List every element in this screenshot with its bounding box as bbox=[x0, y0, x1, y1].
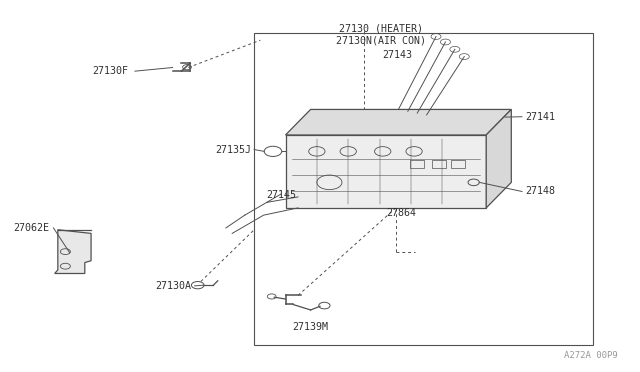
Polygon shape bbox=[486, 109, 511, 208]
Polygon shape bbox=[54, 230, 91, 273]
Bar bbox=[410, 160, 424, 168]
Text: 27130F: 27130F bbox=[93, 66, 129, 76]
Text: 27062E: 27062E bbox=[13, 223, 49, 233]
Text: 27864: 27864 bbox=[386, 208, 416, 218]
Bar bbox=[285, 135, 486, 208]
Text: 27135J: 27135J bbox=[215, 145, 251, 154]
Text: 27139M: 27139M bbox=[292, 322, 328, 332]
Text: 27130 (HEATER)
27130N(AIR CON): 27130 (HEATER) 27130N(AIR CON) bbox=[337, 24, 426, 45]
Bar bbox=[254, 33, 593, 344]
Text: 27145: 27145 bbox=[267, 190, 297, 200]
Polygon shape bbox=[285, 109, 511, 135]
Text: 27130A: 27130A bbox=[156, 281, 191, 291]
Text: 27148: 27148 bbox=[525, 186, 556, 196]
Text: 27141: 27141 bbox=[525, 112, 556, 122]
Text: 27143: 27143 bbox=[383, 50, 413, 60]
Text: A272A 00P9: A272A 00P9 bbox=[564, 351, 618, 360]
Bar bbox=[451, 160, 465, 168]
Bar bbox=[432, 160, 446, 168]
